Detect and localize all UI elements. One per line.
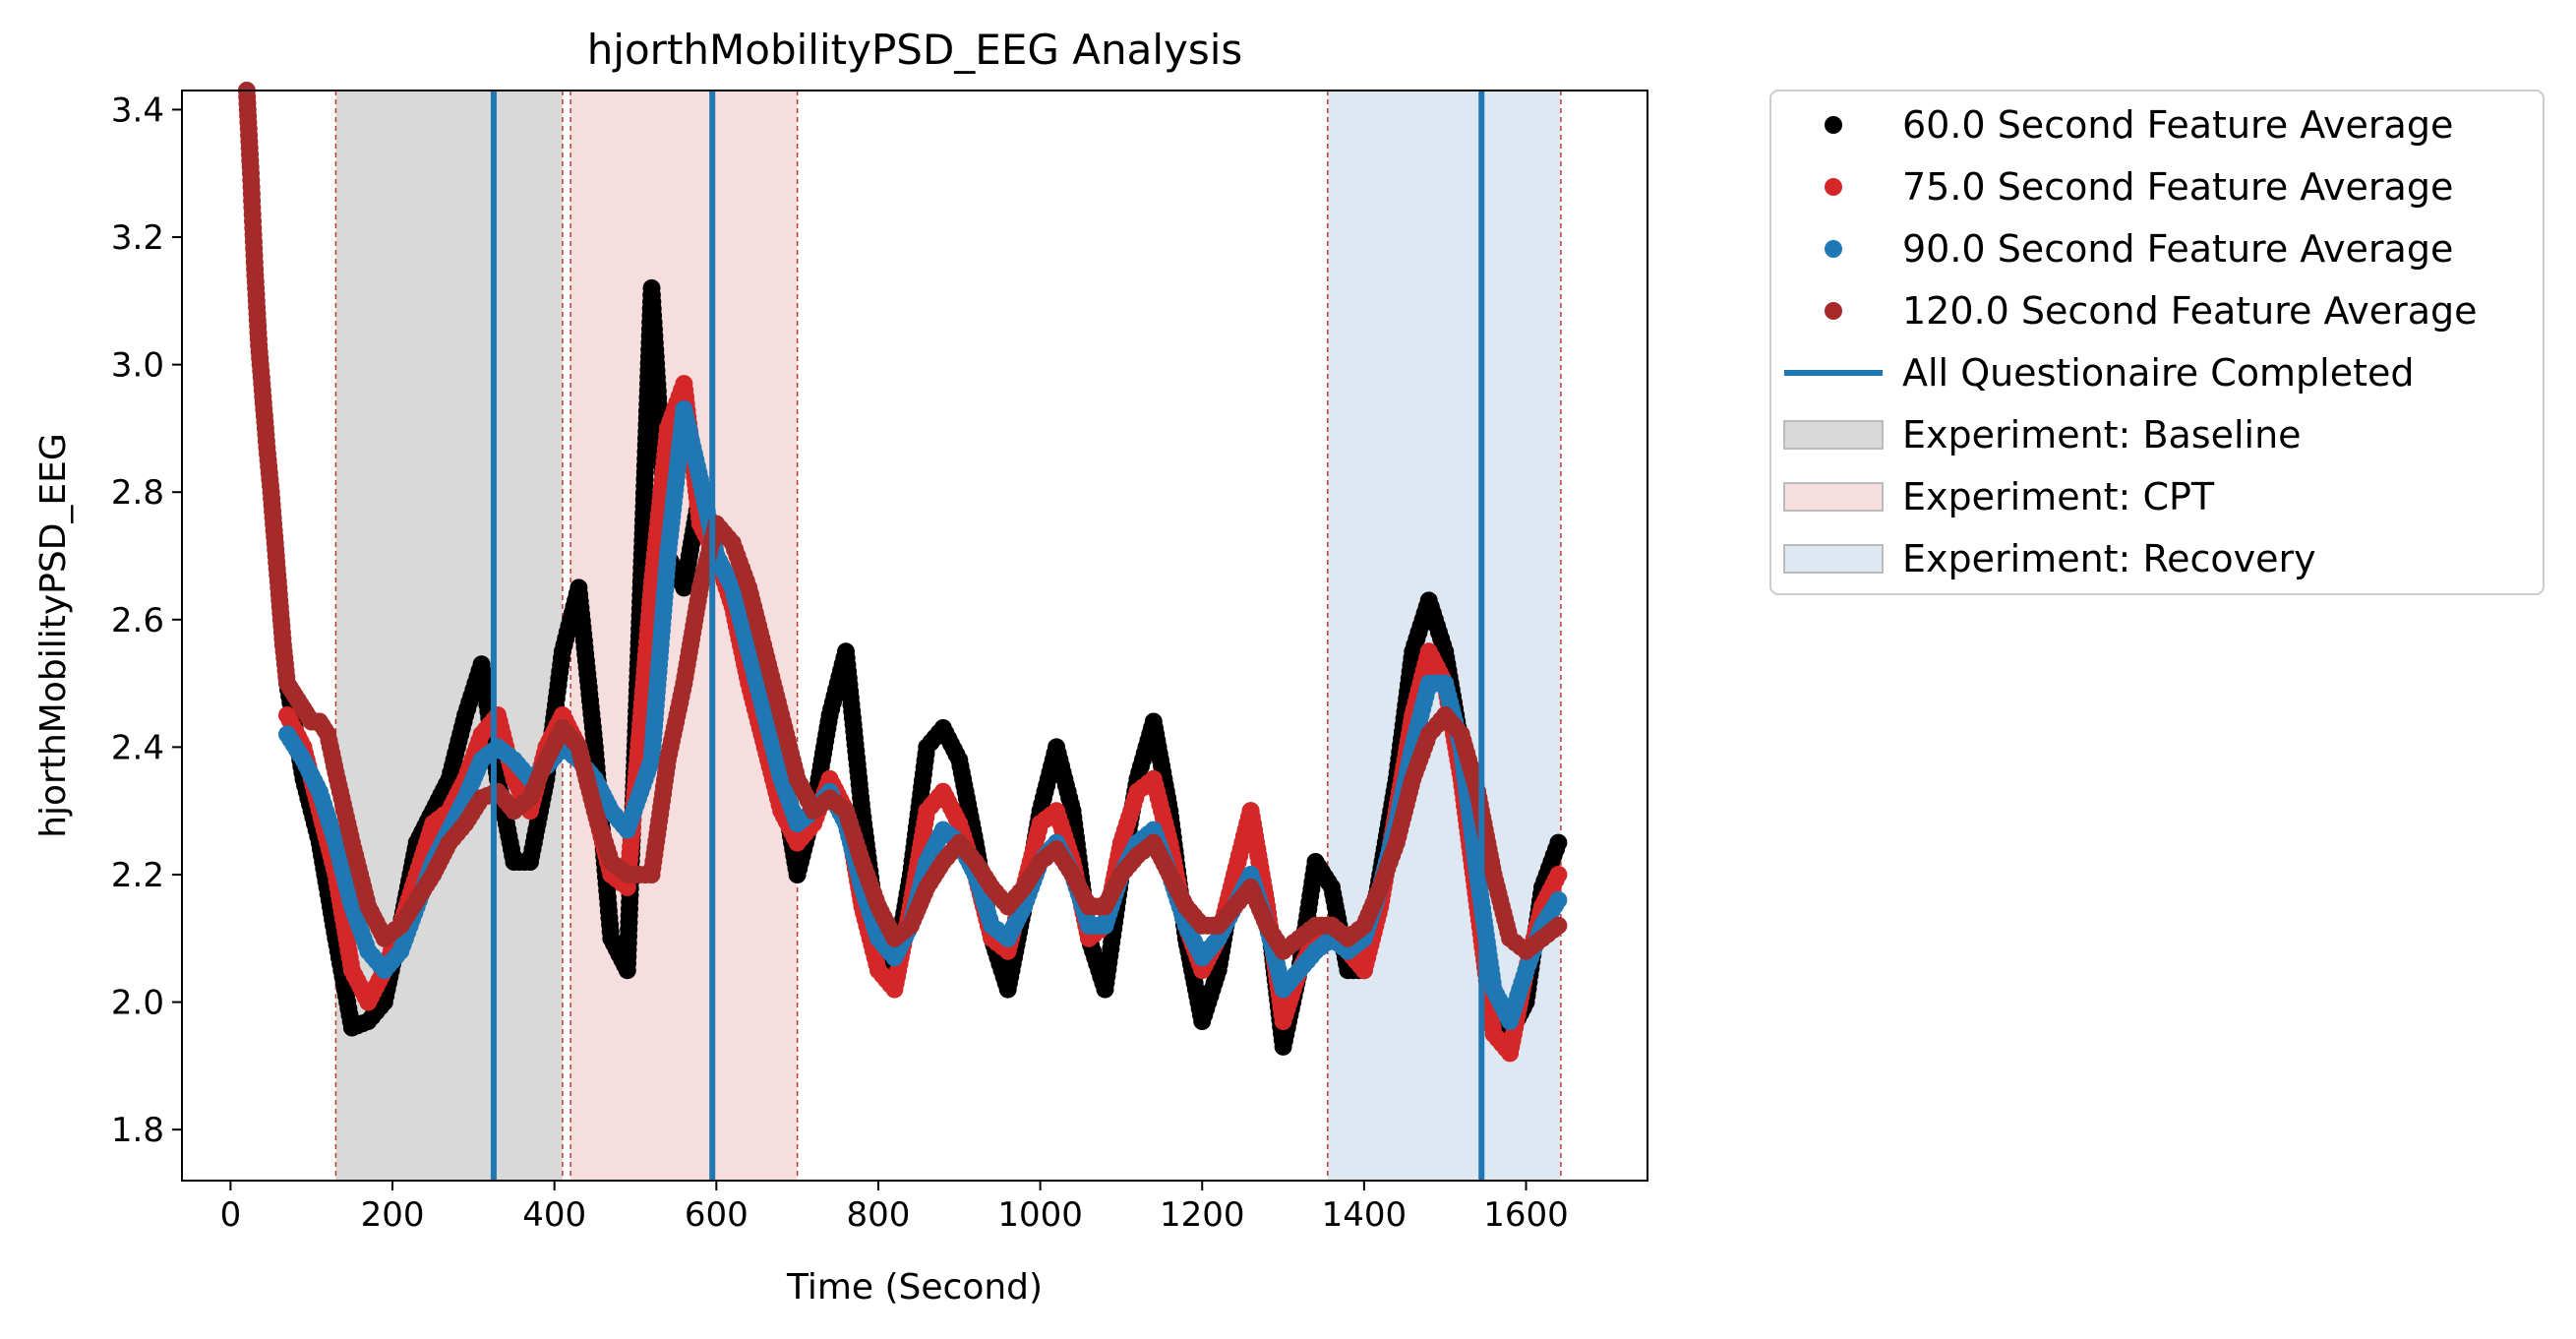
questionnaire-lines bbox=[490, 91, 1485, 1181]
legend-marker-dot bbox=[1825, 240, 1842, 258]
plot-frame bbox=[181, 90, 1648, 1182]
y-tick-label: 3.0 bbox=[111, 346, 164, 386]
legend-label: Experiment: Baseline bbox=[1902, 413, 2302, 456]
legend-label: Experiment: CPT bbox=[1902, 475, 2215, 518]
legend-entry: All Questionaire Completed bbox=[1784, 351, 2415, 395]
legend: 60.0 Second Feature Average 75.0 Second F… bbox=[1769, 90, 2545, 595]
x-tick-label: 600 bbox=[685, 1195, 749, 1235]
chart-title: hjorthMobilityPSD_EEG Analysis bbox=[587, 26, 1243, 74]
x-tick-label: 800 bbox=[847, 1195, 911, 1235]
legend-entry: 120.0 Second Feature Average bbox=[1825, 289, 2478, 333]
data-point bbox=[1549, 890, 1568, 909]
data-points bbox=[237, 82, 1568, 1063]
x-tick-label: 1600 bbox=[1483, 1195, 1569, 1235]
legend-entry: 60.0 Second Feature Average bbox=[1825, 103, 2453, 147]
y-tick-label: 2.0 bbox=[111, 984, 164, 1023]
y-tick-label: 2.8 bbox=[111, 473, 164, 513]
legend-label: 120.0 Second Feature Average bbox=[1902, 289, 2478, 333]
legend-entry: Experiment: Baseline bbox=[1783, 413, 2302, 456]
legend-entry: 90.0 Second Feature Average bbox=[1825, 227, 2453, 271]
y-tick-label: 1.8 bbox=[111, 1111, 164, 1150]
y-axis-label: hjorthMobilityPSD_EEG bbox=[33, 433, 74, 838]
y-axis: 1.8 2.0 2.2 2.4 2.6 2.8 3.0 3.2 3.4 bbox=[111, 91, 182, 1150]
legend-entry: Experiment: Recovery bbox=[1783, 537, 2316, 580]
legend-label: 75.0 Second Feature Average bbox=[1902, 165, 2453, 209]
legend-marker-dot bbox=[1825, 302, 1842, 320]
x-tick-label: 200 bbox=[361, 1195, 425, 1235]
y-tick-label: 3.4 bbox=[111, 91, 164, 130]
legend-marker-patch bbox=[1783, 544, 1884, 574]
data-point bbox=[1549, 866, 1568, 883]
legend-frame bbox=[1769, 90, 2545, 595]
x-tick-label: 1200 bbox=[1160, 1195, 1245, 1235]
legend-entry: Experiment: CPT bbox=[1783, 475, 2215, 518]
x-axis-label: Time (Second) bbox=[786, 1267, 1043, 1308]
x-tick-label: 1400 bbox=[1322, 1195, 1408, 1235]
legend-marker-dot bbox=[1825, 116, 1842, 134]
x-tick-label: 1000 bbox=[997, 1195, 1083, 1235]
y-tick-label: 2.6 bbox=[111, 601, 164, 640]
legend-marker-dot bbox=[1825, 178, 1842, 196]
legend-label: Experiment: Recovery bbox=[1902, 537, 2316, 580]
legend-entry: 75.0 Second Feature Average bbox=[1825, 165, 2453, 209]
data-point bbox=[1549, 833, 1568, 852]
x-tick-label: 400 bbox=[522, 1195, 586, 1235]
data-point bbox=[1549, 916, 1568, 935]
plot-area bbox=[181, 82, 1648, 1182]
legend-marker-patch bbox=[1783, 482, 1884, 512]
legend-label: All Questionaire Completed bbox=[1902, 351, 2415, 395]
legend-label: 60.0 Second Feature Average bbox=[1902, 103, 2453, 147]
y-tick-label: 2.4 bbox=[111, 728, 164, 767]
y-tick-label: 2.2 bbox=[111, 856, 164, 895]
legend-label: 90.0 Second Feature Average bbox=[1902, 227, 2453, 271]
x-axis: 0 200 400 600 800 1000 1200 1400 1600 bbox=[220, 1181, 1569, 1235]
legend-marker-patch bbox=[1783, 420, 1884, 450]
y-tick-label: 3.2 bbox=[111, 218, 164, 258]
x-tick-label: 0 bbox=[220, 1195, 242, 1235]
